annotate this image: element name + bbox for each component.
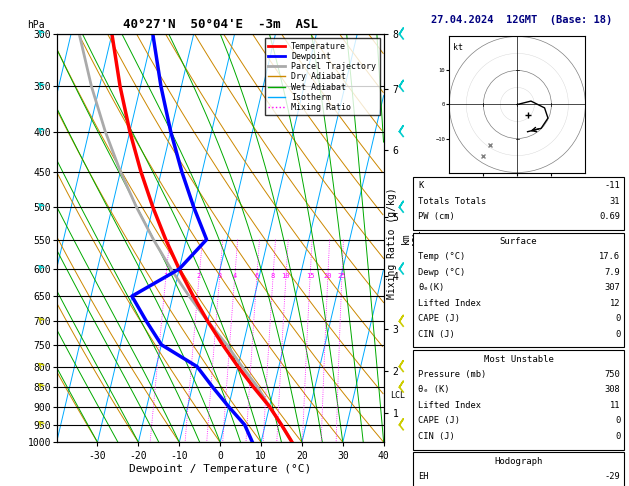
Text: Totals Totals: Totals Totals bbox=[418, 197, 487, 206]
Text: kt: kt bbox=[453, 43, 463, 52]
Text: 4: 4 bbox=[233, 273, 237, 279]
Text: EH: EH bbox=[418, 472, 429, 481]
Text: CAPE (J): CAPE (J) bbox=[418, 314, 460, 323]
Text: PW (cm): PW (cm) bbox=[418, 212, 455, 221]
Text: 25: 25 bbox=[338, 273, 346, 279]
Text: CIN (J): CIN (J) bbox=[418, 330, 455, 339]
Text: 8: 8 bbox=[270, 273, 275, 279]
Text: Pressure (mb): Pressure (mb) bbox=[418, 370, 487, 379]
Title: 40°27'N  50°04'E  -3m  ASL: 40°27'N 50°04'E -3m ASL bbox=[123, 18, 318, 32]
Text: 10: 10 bbox=[282, 273, 290, 279]
Text: Temp (°C): Temp (°C) bbox=[418, 252, 465, 261]
Text: Lifted Index: Lifted Index bbox=[418, 401, 481, 410]
Text: 15: 15 bbox=[306, 273, 314, 279]
Text: Lifted Index: Lifted Index bbox=[418, 299, 481, 308]
Text: CIN (J): CIN (J) bbox=[418, 432, 455, 441]
Text: 2: 2 bbox=[197, 273, 201, 279]
Text: 0: 0 bbox=[615, 417, 620, 425]
Text: hPa: hPa bbox=[27, 20, 45, 30]
Text: 12: 12 bbox=[610, 299, 620, 308]
Text: Most Unstable: Most Unstable bbox=[484, 355, 554, 364]
Text: CAPE (J): CAPE (J) bbox=[418, 417, 460, 425]
Text: 0: 0 bbox=[615, 330, 620, 339]
Text: -29: -29 bbox=[604, 472, 620, 481]
Text: 31: 31 bbox=[610, 197, 620, 206]
Text: Dewp (°C): Dewp (°C) bbox=[418, 268, 465, 277]
Text: 20: 20 bbox=[323, 273, 332, 279]
Text: Mixing Ratio (g/kg): Mixing Ratio (g/kg) bbox=[387, 187, 398, 299]
Text: LCL: LCL bbox=[390, 391, 405, 399]
Text: 308: 308 bbox=[604, 385, 620, 394]
Text: 750: 750 bbox=[604, 370, 620, 379]
Text: 11: 11 bbox=[610, 401, 620, 410]
Text: 0: 0 bbox=[615, 314, 620, 323]
Text: Hodograph: Hodograph bbox=[494, 457, 543, 466]
Y-axis label: km
ASL: km ASL bbox=[401, 229, 423, 247]
Text: -11: -11 bbox=[604, 181, 620, 190]
Text: 0: 0 bbox=[615, 432, 620, 441]
X-axis label: Dewpoint / Temperature (°C): Dewpoint / Temperature (°C) bbox=[129, 464, 311, 474]
Text: 6: 6 bbox=[255, 273, 259, 279]
Text: 3: 3 bbox=[218, 273, 221, 279]
Text: θₑ (K): θₑ (K) bbox=[418, 385, 450, 394]
Text: 17.6: 17.6 bbox=[599, 252, 620, 261]
Text: 27.04.2024  12GMT  (Base: 18): 27.04.2024 12GMT (Base: 18) bbox=[431, 15, 613, 25]
Text: Surface: Surface bbox=[500, 237, 537, 246]
Text: 307: 307 bbox=[604, 283, 620, 292]
Legend: Temperature, Dewpoint, Parcel Trajectory, Dry Adiabat, Wet Adiabat, Isotherm, Mi: Temperature, Dewpoint, Parcel Trajectory… bbox=[265, 38, 379, 115]
Text: © weatheronline.co.uk: © weatheronline.co.uk bbox=[462, 469, 576, 479]
Text: 7.9: 7.9 bbox=[604, 268, 620, 277]
Text: 0.69: 0.69 bbox=[599, 212, 620, 221]
Text: θₑ(K): θₑ(K) bbox=[418, 283, 445, 292]
Text: 1: 1 bbox=[164, 273, 168, 279]
Text: K: K bbox=[418, 181, 423, 190]
